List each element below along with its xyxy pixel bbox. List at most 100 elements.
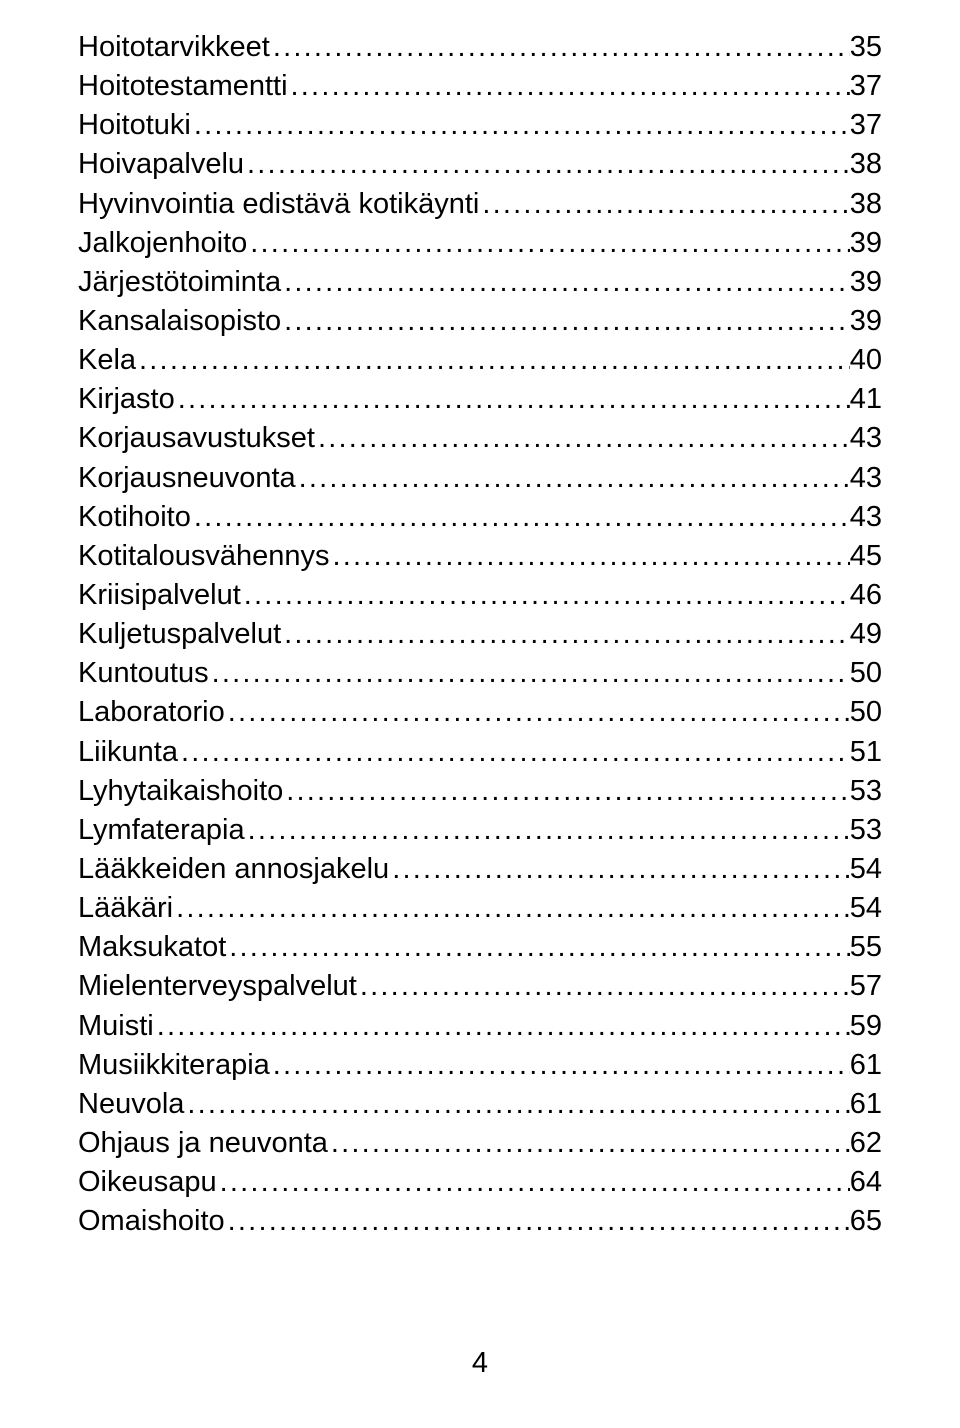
toc-entry-label: Oikeusapu xyxy=(78,1163,217,1202)
toc-entry: Maksukatot 55 xyxy=(78,928,882,967)
toc-entry-label: Lymfaterapia xyxy=(78,811,245,850)
toc-entry: Korjausavustukset 43 xyxy=(78,419,882,458)
toc-entry-label: Kuljetuspalvelut xyxy=(78,615,281,654)
toc-entry: Musiikkiterapia61 xyxy=(78,1046,882,1085)
toc-entry-label: Jalkojenhoito xyxy=(78,224,247,263)
page-number: 4 xyxy=(0,1347,960,1380)
toc-leader-dots xyxy=(281,263,850,302)
toc-entry-page: 41 xyxy=(850,380,882,419)
toc-leader-dots xyxy=(173,889,850,928)
toc-entry: Lyhytaikaishoito53 xyxy=(78,772,882,811)
toc-leader-dots xyxy=(296,459,850,498)
toc-entry-label: Mielenterveyspalvelut xyxy=(78,967,357,1006)
toc-leader-dots xyxy=(244,145,850,184)
toc-entry-page: 49 xyxy=(850,615,882,654)
toc-entry: Kela40 xyxy=(78,341,882,380)
toc-entry: Hoitotuki 37 xyxy=(78,106,882,145)
toc-entry-label: Lääkäri xyxy=(78,889,173,928)
toc-entry-label: Muisti xyxy=(78,1007,154,1046)
toc-entry-label: Korjausavustukset xyxy=(78,419,315,458)
toc-entry: Kuljetuspalvelut 49 xyxy=(78,615,882,654)
toc-leader-dots xyxy=(479,185,849,224)
toc-leader-dots xyxy=(184,1085,849,1124)
toc-entry-page: 39 xyxy=(850,263,882,302)
toc-entry-label: Kansalaisopisto xyxy=(78,302,281,341)
toc-entry-page: 46 xyxy=(850,576,882,615)
toc-entry: Muisti59 xyxy=(78,1007,882,1046)
toc-leader-dots xyxy=(315,419,850,458)
toc-entry: Hoivapalvelu 38 xyxy=(78,145,882,184)
toc-entry: Ohjaus ja neuvonta62 xyxy=(78,1124,882,1163)
toc-entry: Laboratorio50 xyxy=(78,693,882,732)
toc-entry-page: 57 xyxy=(850,967,882,1006)
toc-entry-label: Lääkkeiden annosjakelu xyxy=(78,850,389,889)
toc-entry-label: Liikunta xyxy=(78,733,178,772)
toc-entry: Kriisipalvelut46 xyxy=(78,576,882,615)
toc-leader-dots xyxy=(241,576,850,615)
toc-entry-page: 38 xyxy=(850,185,882,224)
toc-entry-label: Kirjasto xyxy=(78,380,175,419)
toc-entry-label: Hoitotarvikkeet xyxy=(78,28,270,67)
toc-leader-dots xyxy=(270,28,850,67)
toc-leader-dots xyxy=(225,693,850,732)
toc-entry-label: Korjausneuvonta xyxy=(78,459,296,498)
toc-entry: Lääkkeiden annosjakelu54 xyxy=(78,850,882,889)
toc-entry-page: 53 xyxy=(850,811,882,850)
toc-entry-page: 43 xyxy=(850,459,882,498)
toc-entry: Kotihoito43 xyxy=(78,498,882,537)
toc-entry-label: Hoitotestamentti xyxy=(78,67,288,106)
toc-leader-dots xyxy=(154,1007,850,1046)
toc-entry: Hoitotestamentti 37 xyxy=(78,67,882,106)
toc-entry: Korjausneuvonta 43 xyxy=(78,459,882,498)
toc-entry-page: 65 xyxy=(850,1202,882,1241)
toc-entry: Neuvola61 xyxy=(78,1085,882,1124)
toc-entry-label: Lyhytaikaishoito xyxy=(78,772,283,811)
toc-entry-page: 50 xyxy=(850,654,882,693)
toc-entry: Mielenterveyspalvelut 57 xyxy=(78,967,882,1006)
toc-entry-label: Kotihoito xyxy=(78,498,191,537)
toc-entry-label: Hoitotuki xyxy=(78,106,191,145)
toc-entry-page: 38 xyxy=(850,145,882,184)
toc-leader-dots xyxy=(175,380,850,419)
toc-entry: Kansalaisopisto 39 xyxy=(78,302,882,341)
toc-entry: Lääkäri 54 xyxy=(78,889,882,928)
toc-leader-dots xyxy=(217,1163,850,1202)
toc-entry-page: 39 xyxy=(850,224,882,263)
toc-leader-dots xyxy=(245,811,850,850)
toc-entry-label: Hyvinvointia edistävä kotikäynti xyxy=(78,185,479,224)
toc-entry: Järjestötoiminta39 xyxy=(78,263,882,302)
toc-leader-dots xyxy=(328,1124,850,1163)
toc-entry-page: 54 xyxy=(850,889,882,928)
toc-entry-label: Hoivapalvelu xyxy=(78,145,244,184)
toc-entry-page: 55 xyxy=(850,928,882,967)
table-of-contents: Hoitotarvikkeet35Hoitotestamentti37Hoito… xyxy=(78,28,882,1241)
toc-entry-page: 35 xyxy=(850,28,882,67)
toc-entry: Hoitotarvikkeet 35 xyxy=(78,28,882,67)
toc-entry-label: Omaishoito xyxy=(78,1202,225,1241)
toc-entry-label: Ohjaus ja neuvonta xyxy=(78,1124,328,1163)
toc-leader-dots xyxy=(191,106,850,145)
document-page: Hoitotarvikkeet35Hoitotestamentti37Hoito… xyxy=(0,0,960,1428)
toc-entry: Kuntoutus 50 xyxy=(78,654,882,693)
toc-leader-dots xyxy=(191,498,850,537)
toc-entry-label: Maksukatot xyxy=(78,928,226,967)
toc-entry-page: 40 xyxy=(850,341,882,380)
toc-leader-dots xyxy=(357,967,850,1006)
toc-leader-dots xyxy=(283,772,849,811)
toc-leader-dots xyxy=(270,1046,850,1085)
toc-entry: Lymfaterapia 53 xyxy=(78,811,882,850)
toc-leader-dots xyxy=(178,733,850,772)
toc-entry-label: Kuntoutus xyxy=(78,654,209,693)
toc-entry: Kirjasto 41 xyxy=(78,380,882,419)
toc-entry: Liikunta 51 xyxy=(78,733,882,772)
toc-entry-page: 37 xyxy=(850,106,882,145)
toc-entry-page: 51 xyxy=(850,733,882,772)
toc-entry-page: 45 xyxy=(850,537,882,576)
toc-entry-page: 39 xyxy=(850,302,882,341)
toc-entry-page: 61 xyxy=(850,1085,882,1124)
toc-entry-page: 37 xyxy=(850,67,882,106)
toc-entry: Hyvinvointia edistävä kotikäynti 38 xyxy=(78,185,882,224)
toc-leader-dots xyxy=(330,537,850,576)
toc-entry-page: 43 xyxy=(850,419,882,458)
toc-leader-dots xyxy=(389,850,850,889)
